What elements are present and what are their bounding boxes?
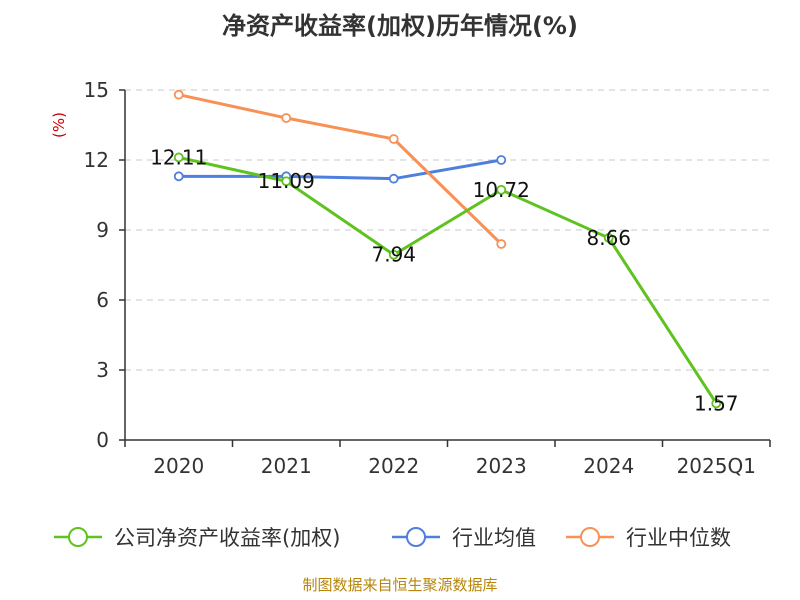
y-tick-label: 15 [84, 78, 109, 102]
data-point [173, 152, 184, 163]
y-ticks: 0 3 6 9 12 15 [84, 78, 125, 452]
data-label: 7.94 [371, 243, 416, 267]
legend-label: 行业中位数 [626, 526, 731, 550]
series-1 [173, 152, 722, 409]
legend-label: 行业均值 [452, 526, 536, 550]
data-point [388, 134, 399, 144]
y-tick-label: 12 [84, 148, 109, 172]
data-point [173, 171, 184, 182]
data-label: 11.09 [258, 169, 315, 193]
data-point [173, 89, 184, 100]
chart-title: 净资产收益率(加权)历年情况(%) [222, 12, 578, 40]
data-label: 8.66 [586, 226, 631, 250]
x-tick-label: 2023 [476, 454, 527, 478]
data-point [281, 176, 292, 187]
x-tick-label: 2025Q1 [677, 454, 756, 478]
source-note: 制图数据来自恒生聚源数据库 [302, 576, 497, 594]
data-label: 10.72 [473, 178, 530, 202]
data-point [711, 398, 722, 409]
series-line [178, 93, 503, 246]
legend-marker [68, 527, 88, 547]
x-tick-label: 2024 [583, 454, 634, 478]
legend: 公司净资产收益率(加权) 行业均值 行业中位数 [54, 526, 731, 550]
series-lines [173, 89, 722, 409]
axes [124, 90, 770, 441]
y-tick-label: 0 [96, 428, 109, 452]
legend-marker [406, 527, 426, 547]
x-tick-label: 2021 [261, 454, 312, 478]
y-tick-label: 3 [96, 358, 109, 382]
data-point [388, 249, 399, 260]
series-3 [173, 89, 507, 249]
data-labels: 12.11 11.09 7.94 10.72 8.66 1.57 [150, 145, 738, 415]
data-point [496, 155, 507, 165]
legend-label: 公司净资产收益率(加权) [114, 526, 340, 550]
data-point [388, 173, 399, 184]
data-label: 12.11 [150, 145, 207, 169]
legend-marker [580, 527, 600, 547]
data-point [496, 239, 507, 249]
y-tick-label: 6 [96, 288, 109, 312]
legend-item: 行业中位数 [566, 526, 731, 550]
gridlines [125, 89, 770, 371]
data-point [603, 233, 614, 243]
legend-item: 公司净资产收益率(加权) [54, 526, 340, 550]
data-label: 1.57 [694, 391, 739, 415]
y-tick-label: 9 [96, 218, 109, 242]
y-unit-label: (%) [50, 112, 68, 138]
x-tick-label: 2022 [368, 454, 419, 478]
x-tick-label: 2020 [153, 454, 204, 478]
data-point [496, 184, 507, 195]
data-point [281, 113, 292, 123]
x-ticks: 2020 2021 2022 2023 2024 2025Q1 [124, 440, 771, 478]
series-line [178, 158, 502, 181]
series-line [178, 155, 718, 405]
legend-item: 行业均值 [392, 526, 536, 550]
